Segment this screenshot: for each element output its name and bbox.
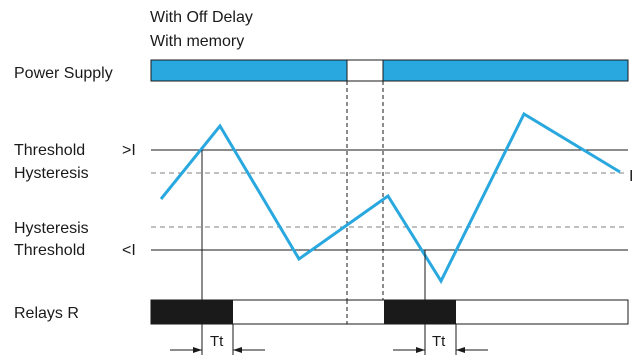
mode-title-line1: With Off Delay <box>150 9 253 26</box>
upper-hysteresis-label: Hysteresis <box>14 165 89 182</box>
power-on-segment-1 <box>151 60 347 81</box>
upper-threshold-label: Threshold <box>14 142 85 159</box>
power-supply-bar <box>151 60 628 81</box>
mode-title-line2: With memory <box>150 33 244 50</box>
delay-label-2: Tt <box>432 333 446 350</box>
power-on-segment-2 <box>383 60 628 81</box>
delay-marker-1: Tt <box>170 333 265 353</box>
over-current-symbol: >I <box>122 142 136 159</box>
relay-on-segment-2 <box>384 300 456 324</box>
delay-marker-2: Tt <box>393 333 488 353</box>
lower-hysteresis-label: Hysteresis <box>14 220 89 237</box>
relay-on-segment-1 <box>151 300 233 324</box>
relay-bar <box>151 300 628 324</box>
delay-label-1: Tt <box>210 333 224 350</box>
power-supply-label: Power Supply <box>14 65 113 82</box>
current-signal-curve <box>161 114 620 281</box>
relays-label: Relays R <box>14 305 79 322</box>
under-current-symbol: <I <box>122 242 136 259</box>
lower-threshold-label: Threshold <box>14 242 85 259</box>
signal-symbol: I <box>629 168 633 185</box>
